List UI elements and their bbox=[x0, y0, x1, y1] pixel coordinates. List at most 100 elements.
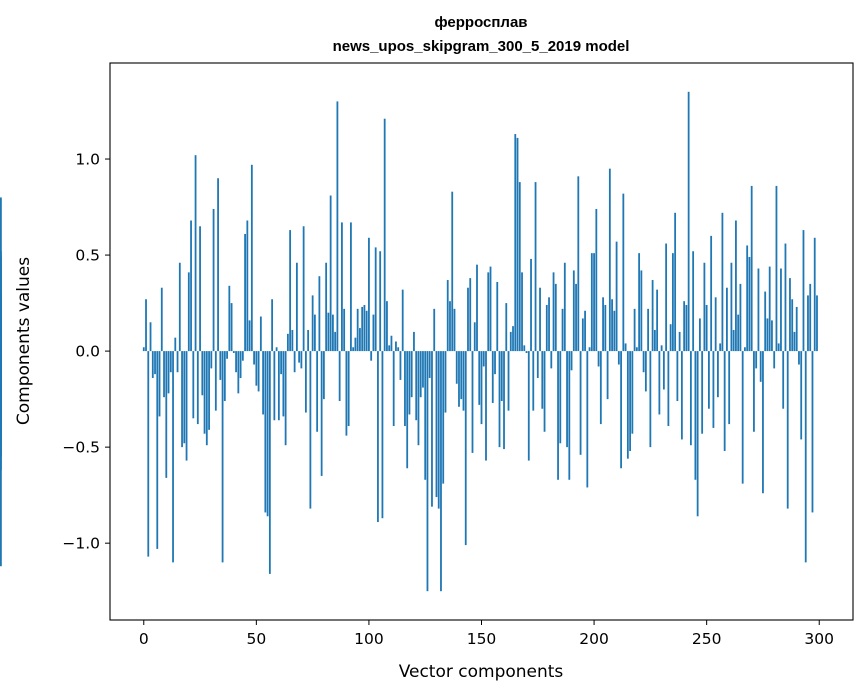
bar bbox=[350, 222, 352, 352]
bar bbox=[489, 266, 492, 352]
bar bbox=[590, 253, 593, 352]
bar bbox=[388, 345, 391, 352]
bar bbox=[768, 266, 771, 352]
bar bbox=[584, 310, 586, 352]
bar bbox=[680, 351, 683, 440]
bar bbox=[334, 331, 337, 352]
bar bbox=[250, 164, 253, 352]
bar bbox=[217, 178, 219, 352]
bar bbox=[451, 191, 454, 352]
bar bbox=[286, 333, 289, 352]
bar bbox=[807, 295, 809, 352]
bar bbox=[426, 351, 429, 592]
bar bbox=[232, 351, 235, 354]
bar bbox=[163, 351, 165, 398]
bar bbox=[446, 280, 449, 352]
bar bbox=[588, 347, 591, 352]
bar bbox=[687, 91, 690, 352]
bar bbox=[604, 305, 607, 352]
bar bbox=[703, 262, 706, 352]
bar bbox=[525, 351, 528, 354]
bar bbox=[599, 351, 602, 425]
bar bbox=[527, 351, 530, 461]
y-tick-label: −1.0 bbox=[62, 535, 100, 553]
bar bbox=[413, 331, 415, 352]
bar bbox=[595, 208, 598, 352]
bar bbox=[379, 251, 382, 352]
bar bbox=[304, 351, 307, 413]
bar bbox=[449, 301, 451, 352]
bar bbox=[518, 182, 521, 352]
bar bbox=[302, 226, 305, 352]
bar bbox=[775, 185, 778, 352]
bar bbox=[689, 351, 692, 446]
bar bbox=[771, 320, 773, 352]
bar bbox=[561, 308, 564, 352]
bar bbox=[277, 351, 280, 421]
bar bbox=[777, 343, 780, 352]
bar bbox=[149, 322, 152, 352]
bar bbox=[597, 351, 600, 367]
bar bbox=[255, 351, 258, 386]
bar bbox=[723, 351, 726, 451]
bar bbox=[516, 137, 519, 352]
bar bbox=[228, 285, 231, 352]
bar bbox=[401, 289, 404, 352]
bar bbox=[631, 351, 634, 434]
bar bbox=[714, 297, 717, 352]
bar bbox=[244, 233, 246, 352]
bar bbox=[230, 303, 233, 352]
bar bbox=[563, 262, 566, 352]
bar bbox=[196, 351, 199, 425]
bar bbox=[0, 351, 2, 471]
bar bbox=[374, 247, 377, 352]
bar bbox=[786, 351, 789, 509]
bar bbox=[802, 230, 805, 352]
bar bbox=[541, 351, 544, 409]
bar bbox=[602, 297, 604, 352]
y-axis-ticks: −1.0 −0.5 0.0 0.5 1.0 bbox=[62, 151, 110, 553]
bar bbox=[730, 262, 733, 352]
bar bbox=[712, 351, 715, 428]
bar bbox=[507, 351, 510, 411]
bar bbox=[512, 326, 514, 352]
bar bbox=[608, 168, 611, 352]
bar bbox=[813, 237, 816, 352]
bar bbox=[748, 256, 751, 352]
bar bbox=[557, 351, 559, 480]
bars-group bbox=[0, 91, 818, 592]
bar bbox=[406, 351, 409, 469]
bar bbox=[755, 351, 758, 369]
bar bbox=[219, 351, 222, 380]
bar bbox=[0, 299, 2, 352]
bar bbox=[275, 347, 278, 352]
bar bbox=[762, 351, 764, 494]
bar bbox=[545, 305, 548, 352]
bar bbox=[433, 308, 436, 352]
bar bbox=[485, 351, 487, 461]
bar bbox=[284, 351, 287, 446]
x-tick-label: 50 bbox=[246, 630, 266, 648]
bar bbox=[329, 195, 332, 352]
bar bbox=[187, 272, 190, 352]
bar bbox=[753, 351, 755, 432]
bar bbox=[624, 343, 627, 352]
bar bbox=[662, 351, 665, 390]
bar bbox=[550, 351, 553, 369]
chart-subtitle: news_upos_skipgram_300_5_2019 model bbox=[333, 38, 630, 55]
bar bbox=[282, 351, 285, 417]
y-tick-label: −0.5 bbox=[62, 439, 100, 457]
bar bbox=[577, 176, 580, 352]
bar bbox=[804, 351, 807, 563]
bar bbox=[169, 351, 172, 373]
bar bbox=[809, 283, 812, 352]
bar bbox=[732, 329, 735, 352]
bar bbox=[653, 329, 656, 352]
bar bbox=[0, 335, 2, 352]
bar bbox=[145, 299, 147, 352]
bar bbox=[320, 351, 323, 476]
bar bbox=[298, 351, 301, 363]
bar bbox=[581, 318, 584, 352]
bar bbox=[262, 351, 264, 415]
